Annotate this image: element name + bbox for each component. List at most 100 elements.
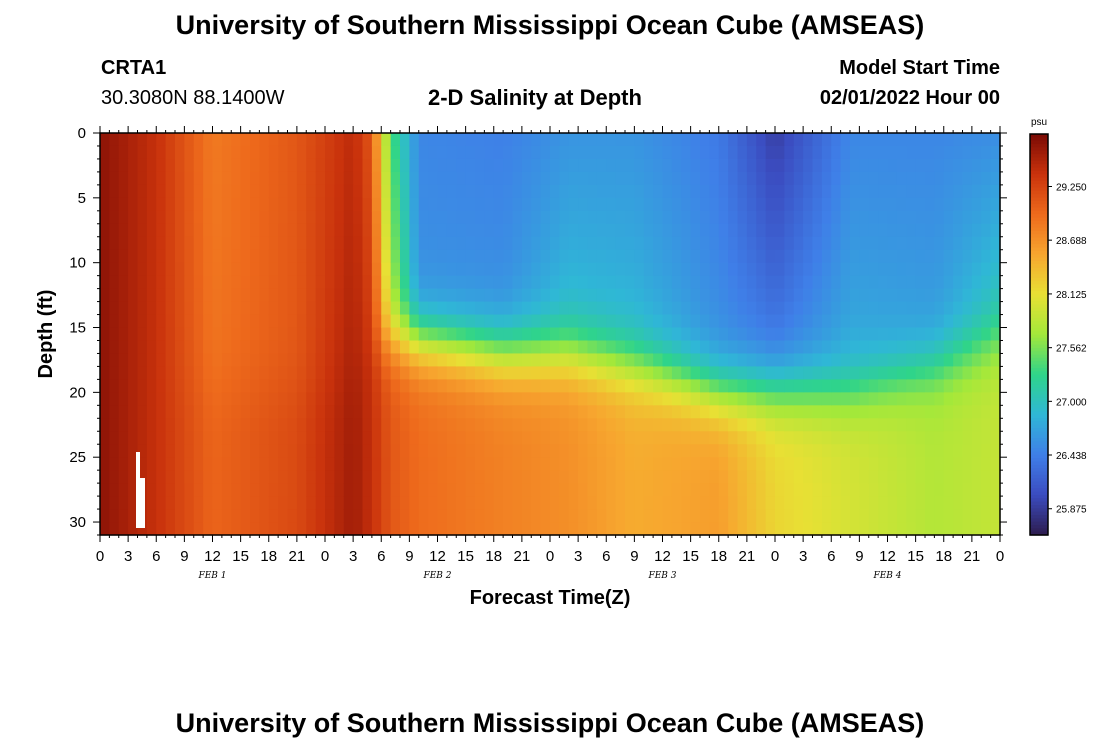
heatmap-cell [643,171,654,186]
heatmap-cell [559,275,570,290]
heatmap-cell [465,314,476,329]
heatmap-cell [765,392,776,406]
heatmap-cell [990,210,1001,225]
heatmap-cell [934,223,945,238]
heatmap-cell [981,210,992,225]
heatmap-cell [540,314,551,329]
heatmap-cell [221,314,232,329]
heatmap-cell [437,353,448,368]
heatmap-cell [578,340,589,355]
heatmap-cell [381,158,392,173]
heatmap-cell [268,327,279,342]
heatmap-cell [718,145,729,160]
heatmap-cell [653,158,664,173]
heatmap-cell [671,262,682,277]
heatmap-cell [625,210,635,225]
heatmap-cell [746,223,757,238]
heatmap-cell [896,145,907,160]
heatmap-cell [540,366,551,380]
heatmap-cell [634,405,645,419]
heatmap-cell [212,509,223,523]
heatmap-cell [578,392,589,406]
heatmap-cell [690,197,701,212]
heatmap-cell [250,288,260,303]
heatmap-cell [793,379,804,393]
heatmap-cell [475,249,485,264]
heatmap-cell [728,249,739,264]
heatmap-cell [812,457,823,471]
heatmap-cell [615,236,626,251]
heatmap-cell [981,366,992,380]
heatmap-cell [109,171,120,186]
heatmap-cell [634,262,645,277]
heatmap-cell [606,418,617,432]
heatmap-cell [137,158,148,173]
heatmap-cell [146,145,157,160]
x-tick-label: 0 [771,548,779,565]
heatmap-cell [156,145,167,160]
heatmap-cell [718,210,729,225]
heatmap-cell [587,470,598,484]
heatmap-cell [550,223,560,238]
heatmap-cell [109,301,120,316]
heatmap-cell [671,483,682,497]
heatmap-cell [634,353,645,368]
heatmap-cell [887,275,898,290]
heatmap-cell [296,184,307,199]
colorbar-cell [1030,274,1048,279]
heatmap-cell [109,418,120,432]
colorbar-cell [1030,434,1048,439]
heatmap-cell [128,340,139,355]
heatmap-cell [840,444,851,458]
heatmap-cell [315,366,326,380]
colorbar-cell [1030,411,1048,416]
heatmap-cell [278,431,289,445]
heatmap-cell [109,470,120,484]
colorbar-cell [1030,304,1048,309]
heatmap-cell [343,171,354,186]
heatmap-cell [193,288,204,303]
heatmap-cell [587,236,598,251]
heatmap-cell [296,158,307,173]
heatmap-cell [512,392,523,406]
heatmap-cell [343,301,354,316]
heatmap-cell [962,236,973,251]
heatmap-cell [371,171,382,186]
heatmap-cell [193,496,204,510]
heatmap-cell [868,522,879,536]
heatmap-cell [409,236,420,251]
heatmap-cell [971,496,982,510]
heatmap-cell [718,301,729,316]
heatmap-cell [156,184,167,199]
heatmap-cell [353,366,364,380]
heatmap-cell [418,496,429,510]
heatmap-cell [850,314,860,329]
heatmap-cell [165,275,176,290]
heatmap-cell [971,275,982,290]
heatmap-cell [493,133,504,147]
heatmap-cell [465,418,476,432]
colorbar-cell [1030,217,1048,222]
heatmap-cell [728,301,739,316]
heatmap-cell [981,457,992,471]
heatmap-cell [625,275,635,290]
heatmap-cell [831,340,842,355]
colorbar-cell [1030,134,1048,138]
heatmap-cell [400,145,410,160]
heatmap-cell [681,262,692,277]
heatmap-cell [718,522,729,536]
heatmap-cell [456,184,467,199]
heatmap-cell [371,353,382,368]
heatmap-cell [400,197,410,212]
heatmap-cell [746,431,757,445]
heatmap-cell [887,522,898,536]
heatmap-cell [221,522,232,536]
heatmap-cell [803,457,814,471]
heatmap-cell [118,353,129,368]
heatmap-cell [390,236,401,251]
heatmap-cell [784,483,795,497]
heatmap-cell [615,509,626,523]
heatmap-cell [550,184,560,199]
heatmap-cell [700,236,710,251]
heatmap-cell [953,210,964,225]
